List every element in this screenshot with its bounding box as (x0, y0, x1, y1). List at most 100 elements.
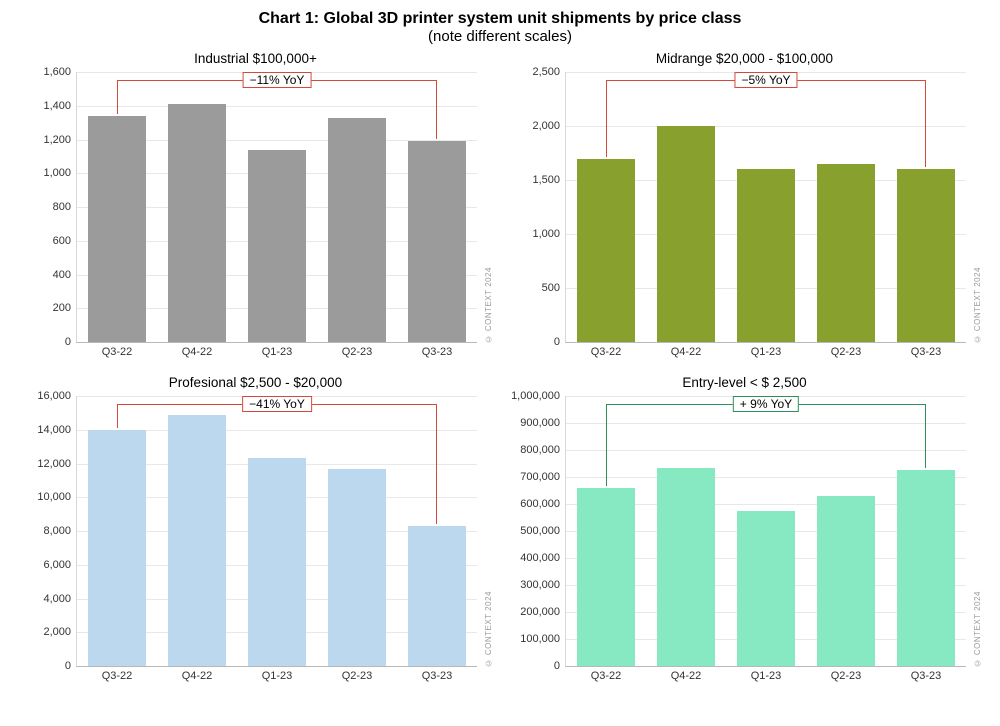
panel-title: Profesional $2,500 - $20,000 (20, 375, 491, 390)
bar (168, 104, 226, 342)
y-tick-label: 6,000 (43, 559, 77, 571)
copyright-label: © CONTEXT 2024 (484, 267, 493, 343)
copyright-label: © CONTEXT 2024 (484, 591, 493, 667)
x-tick-label: Q1-23 (237, 666, 317, 682)
y-tick-label: 1,000,000 (511, 390, 566, 402)
x-tick-label: Q2-23 (317, 342, 397, 358)
plot-area: 02,0004,0006,0008,00010,00012,00014,0001… (76, 396, 477, 667)
bar (328, 118, 386, 342)
bar (408, 141, 466, 342)
x-tick-label: Q3-23 (886, 342, 966, 358)
bar-column: Q1-23 (726, 396, 806, 666)
bar-column: Q3-22 (566, 396, 646, 666)
y-tick-label: 0 (65, 660, 77, 672)
y-tick-label: 2,000 (532, 120, 566, 132)
chart-title: Chart 1: Global 3D printer system unit s… (20, 10, 980, 28)
x-tick-label: Q3-22 (77, 342, 157, 358)
x-tick-label: Q3-23 (397, 342, 477, 358)
panel-title: Entry-level < $ 2,500 (509, 375, 980, 390)
bar-column: Q2-23 (317, 72, 397, 342)
x-tick-label: Q4-22 (646, 342, 726, 358)
x-tick-label: Q2-23 (317, 666, 397, 682)
bar (657, 468, 715, 666)
y-tick-label: 700,000 (520, 471, 566, 483)
bar (408, 526, 466, 666)
x-tick-label: Q3-22 (566, 342, 646, 358)
y-tick-label: 8,000 (43, 525, 77, 537)
bar-column: Q3-23 (397, 72, 477, 342)
panel-entry: Entry-level < $ 2,5000100,000200,000300,… (509, 375, 980, 691)
bar (168, 415, 226, 666)
bar-column: Q2-23 (806, 396, 886, 666)
bar (248, 458, 306, 666)
y-tick-label: 1,000 (43, 167, 77, 179)
x-tick-label: Q1-23 (726, 666, 806, 682)
panel-professional: Profesional $2,500 - $20,00002,0004,0006… (20, 375, 491, 691)
bar-column: Q4-22 (646, 72, 726, 342)
bar-column: Q4-22 (157, 72, 237, 342)
panel-midrange: Midrange $20,000 - $100,00005001,0001,50… (509, 51, 980, 367)
x-tick-label: Q1-23 (726, 342, 806, 358)
x-tick-label: Q2-23 (806, 666, 886, 682)
chart-page: Chart 1: Global 3D printer system unit s… (0, 0, 1000, 726)
bar-column: Q3-22 (566, 72, 646, 342)
x-tick-label: Q4-22 (646, 666, 726, 682)
y-tick-label: 1,400 (43, 100, 77, 112)
y-tick-label: 800,000 (520, 444, 566, 456)
title-block: Chart 1: Global 3D printer system unit s… (20, 10, 980, 45)
y-tick-label: 500 (542, 282, 566, 294)
y-tick-label: 600,000 (520, 498, 566, 510)
bar (577, 488, 635, 666)
y-tick-label: 1,000 (532, 228, 566, 240)
y-tick-label: 400,000 (520, 552, 566, 564)
bars-container: Q3-22Q4-22Q1-23Q2-23Q3-23 (77, 72, 477, 342)
y-tick-label: 10,000 (37, 491, 77, 503)
bar-column: Q2-23 (317, 396, 397, 666)
bar (328, 469, 386, 666)
x-tick-label: Q2-23 (806, 342, 886, 358)
chart-subtitle: (note different scales) (20, 28, 980, 45)
x-tick-label: Q1-23 (237, 342, 317, 358)
y-tick-label: 0 (554, 660, 566, 672)
y-tick-label: 200,000 (520, 606, 566, 618)
bar (248, 150, 306, 342)
panel-title: Industrial $100,000+ (20, 51, 491, 66)
y-tick-label: 1,200 (43, 134, 77, 146)
bar (577, 159, 635, 342)
plot-area: 0100,000200,000300,000400,000500,000600,… (565, 396, 966, 667)
y-tick-label: 12,000 (37, 458, 77, 470)
y-tick-label: 4,000 (43, 593, 77, 605)
bar (737, 169, 795, 342)
y-tick-label: 100,000 (520, 633, 566, 645)
y-tick-label: 600 (53, 235, 77, 247)
bar-column: Q3-23 (886, 72, 966, 342)
x-tick-label: Q4-22 (157, 342, 237, 358)
bar-column: Q1-23 (726, 72, 806, 342)
bars-container: Q3-22Q4-22Q1-23Q2-23Q3-23 (77, 396, 477, 666)
x-tick-label: Q3-23 (886, 666, 966, 682)
bar-column: Q4-22 (646, 396, 726, 666)
panel-industrial: Industrial $100,000+02004006008001,0001,… (20, 51, 491, 367)
bar (657, 126, 715, 342)
bar-column: Q2-23 (806, 72, 886, 342)
x-tick-label: Q3-22 (566, 666, 646, 682)
panel-title: Midrange $20,000 - $100,000 (509, 51, 980, 66)
bar (88, 116, 146, 342)
bars-container: Q3-22Q4-22Q1-23Q2-23Q3-23 (566, 72, 966, 342)
chart-box: 02004006008001,0001,2001,4001,600Q3-22Q4… (20, 68, 491, 367)
chart-box: 02,0004,0006,0008,00010,00012,00014,0001… (20, 392, 491, 691)
bar (817, 496, 875, 666)
copyright-label: © CONTEXT 2024 (973, 591, 982, 667)
bar-column: Q3-22 (77, 396, 157, 666)
y-tick-label: 200 (53, 302, 77, 314)
y-tick-label: 2,000 (43, 626, 77, 638)
bar (897, 169, 955, 342)
bars-container: Q3-22Q4-22Q1-23Q2-23Q3-23 (566, 396, 966, 666)
y-tick-label: 14,000 (37, 424, 77, 436)
bar (88, 430, 146, 666)
y-tick-label: 300,000 (520, 579, 566, 591)
x-tick-label: Q3-23 (397, 666, 477, 682)
bar (897, 470, 955, 666)
panel-grid: Industrial $100,000+02004006008001,0001,… (20, 51, 980, 691)
x-tick-label: Q3-22 (77, 666, 157, 682)
